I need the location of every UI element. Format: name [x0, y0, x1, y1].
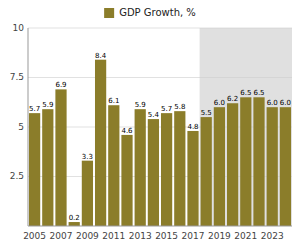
data-label: 5.4 — [148, 111, 160, 119]
data-label: 4.8 — [187, 123, 198, 131]
x-tick-label: 2019 — [208, 231, 231, 241]
x-tick-label: 2011 — [102, 231, 125, 241]
bar — [187, 131, 198, 226]
y-tick-label: 5 — [18, 122, 24, 132]
data-label: 6.2 — [227, 95, 238, 103]
bar — [69, 222, 80, 226]
bar — [227, 103, 238, 226]
x-tick-label: 2023 — [261, 231, 284, 241]
data-label: 6.0 — [214, 99, 225, 107]
data-label: 5.8 — [174, 103, 185, 111]
bar — [267, 107, 278, 226]
data-label: 5.9 — [42, 101, 53, 109]
x-tick-label: 2015 — [155, 231, 178, 241]
data-label: 8.4 — [95, 52, 107, 60]
grid-line — [28, 127, 292, 128]
bar — [201, 117, 212, 226]
data-label: 5.9 — [135, 101, 146, 109]
data-label: 5.7 — [29, 105, 40, 113]
data-label: 5.5 — [201, 109, 212, 117]
data-label: 6.0 — [280, 99, 291, 107]
data-label: 6.5 — [253, 89, 264, 97]
x-tick-label: 2005 — [23, 231, 46, 241]
bar — [214, 107, 225, 226]
bar — [55, 89, 66, 226]
data-label: 6.1 — [108, 97, 119, 105]
bar — [82, 161, 93, 226]
y-tick-label: 10 — [13, 23, 25, 33]
data-label: 5.7 — [161, 105, 172, 113]
legend: GDP Growth, % — [104, 7, 196, 18]
x-tick-label: 2021 — [234, 231, 257, 241]
bar — [95, 60, 106, 226]
bar — [29, 113, 40, 226]
data-label: 6.9 — [55, 81, 66, 89]
data-label: 6.5 — [240, 89, 251, 97]
grid-line — [28, 176, 292, 177]
bar — [253, 97, 264, 226]
bar — [280, 107, 291, 226]
x-tick-label: 2017 — [182, 231, 205, 241]
x-tick-label: 2009 — [76, 231, 99, 241]
y-tick-label: 7.5 — [10, 72, 24, 82]
data-label: 0.2 — [69, 214, 80, 222]
bar — [240, 97, 251, 226]
grid-line — [28, 28, 292, 29]
bar — [42, 109, 53, 226]
bar — [148, 119, 159, 226]
data-label: 4.6 — [121, 127, 133, 135]
bar — [174, 111, 185, 226]
bar — [121, 135, 132, 226]
bar — [161, 113, 172, 226]
data-label: 3.3 — [82, 153, 93, 161]
x-tick-label: 2013 — [129, 231, 152, 241]
x-tick-label: 2007 — [50, 231, 73, 241]
y-tick-label: 2.5 — [10, 171, 24, 181]
legend-swatch — [104, 8, 114, 18]
bar — [135, 109, 146, 226]
legend-label: GDP Growth, % — [119, 7, 196, 18]
data-label: 6.0 — [267, 99, 278, 107]
grid-line — [28, 77, 292, 78]
x-axis-line — [28, 226, 292, 227]
bars — [29, 60, 291, 226]
y-axis-line — [28, 28, 29, 226]
bar — [108, 105, 119, 226]
chart: 2.557.5105.75.96.90.23.38.46.14.65.95.45… — [0, 0, 300, 248]
